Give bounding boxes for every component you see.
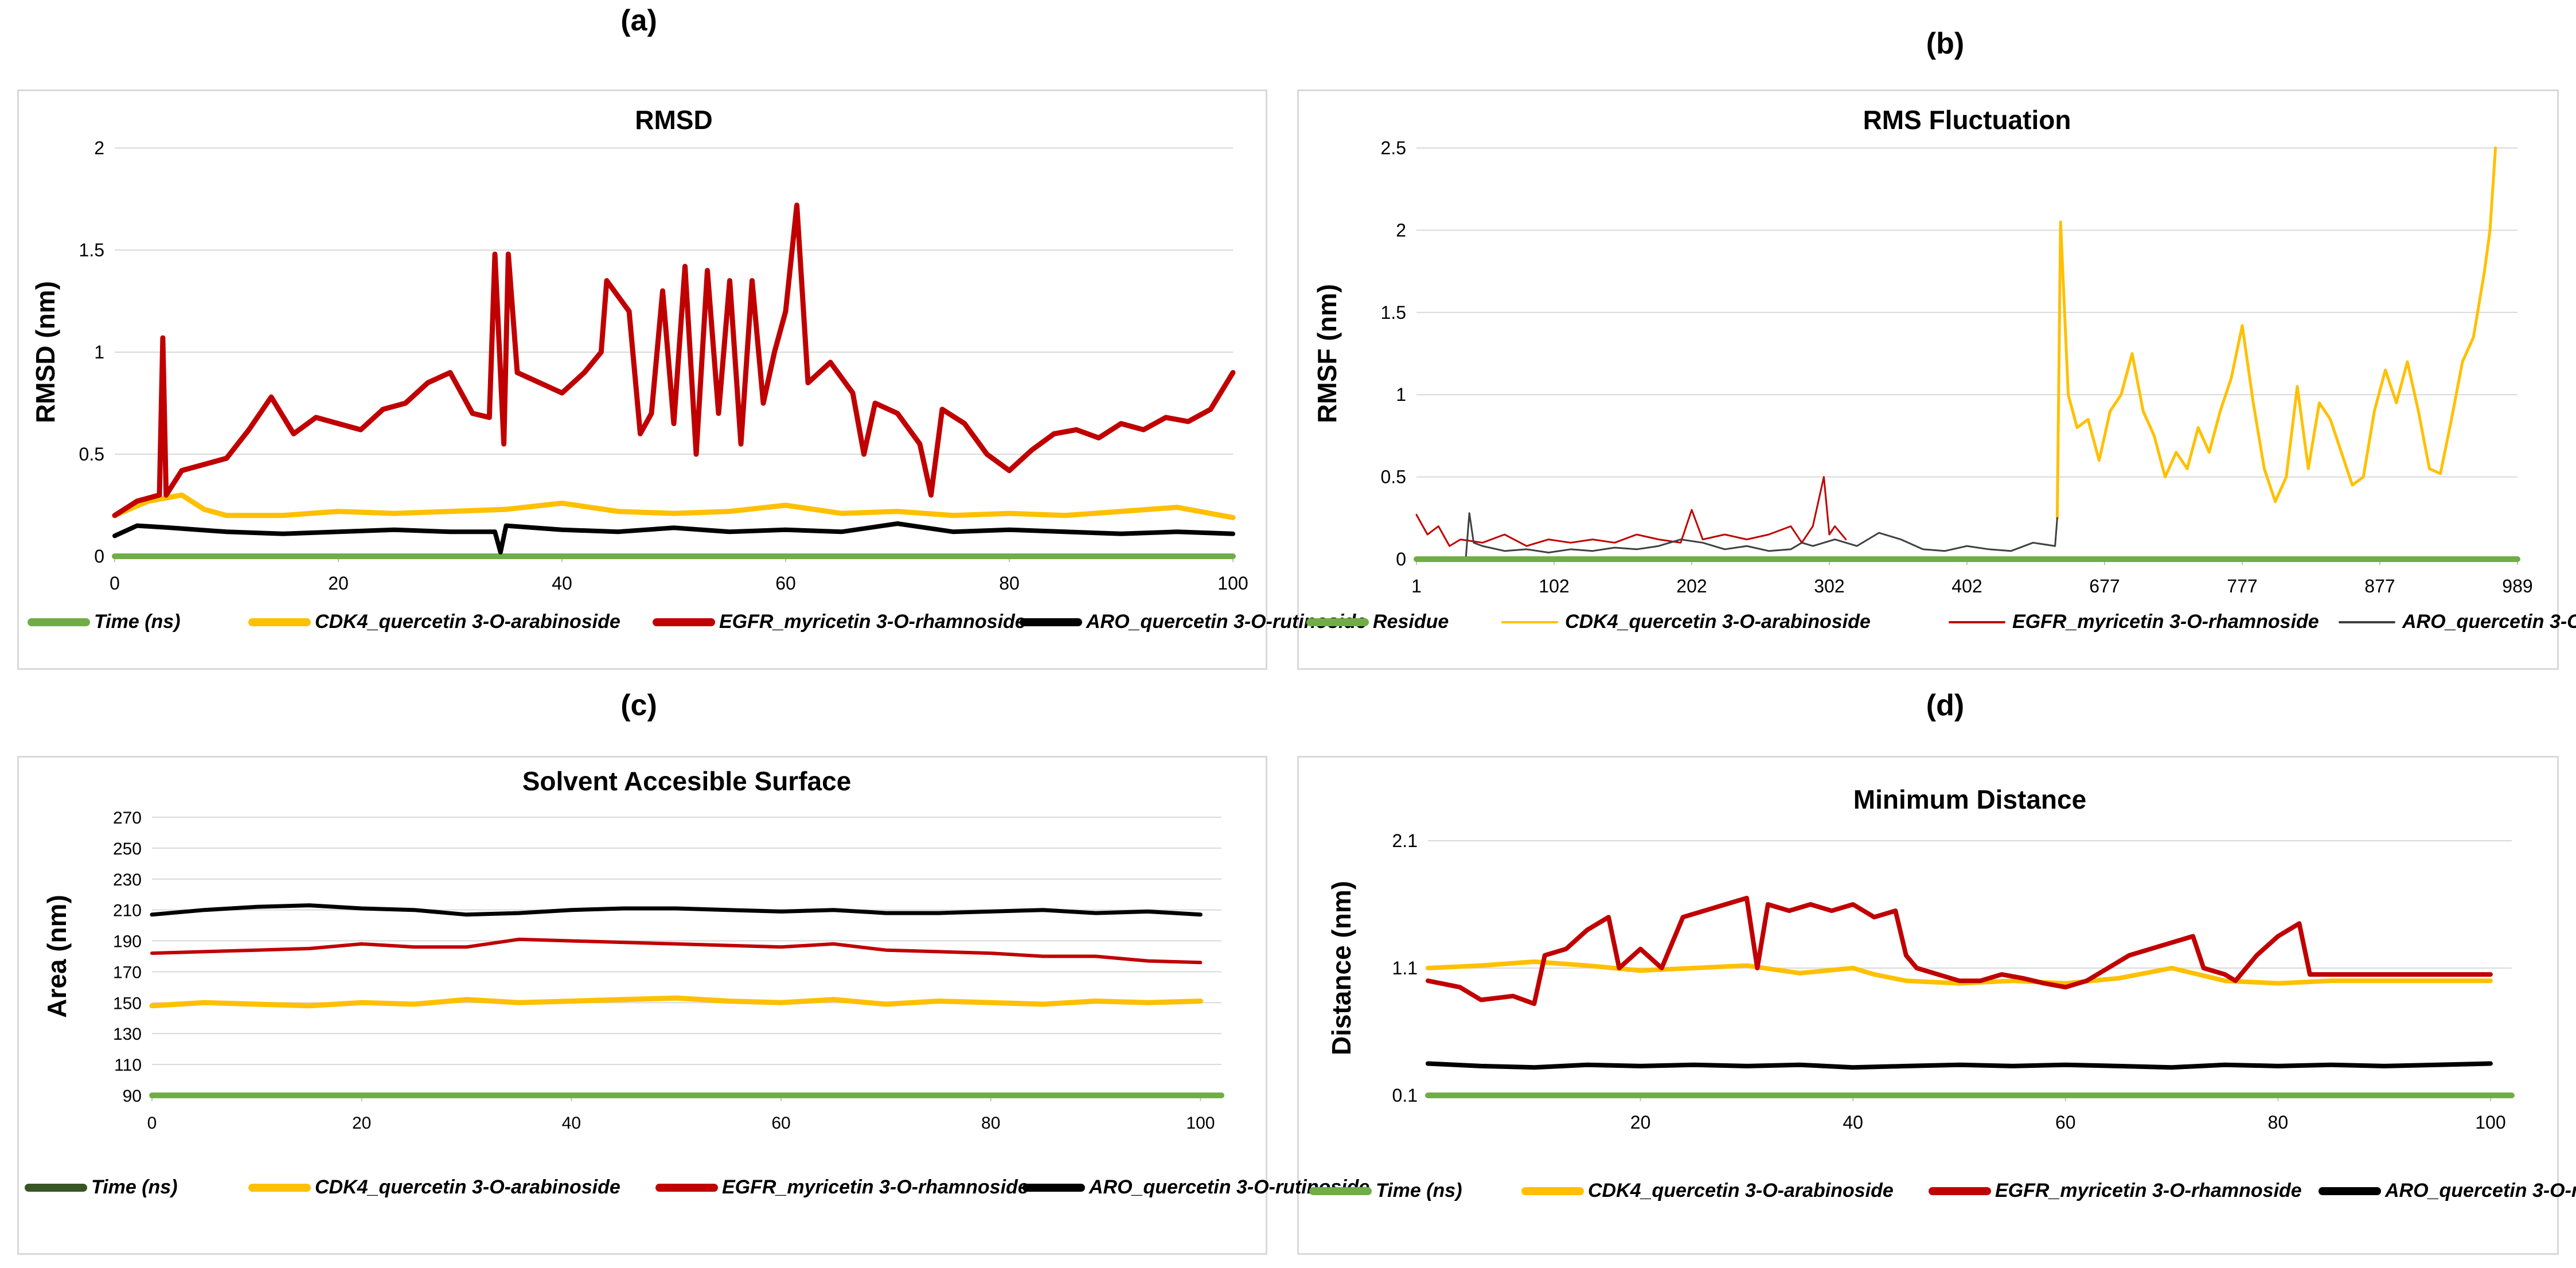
x-tick-label: 60 xyxy=(771,1114,790,1133)
chart-a: RMSD 0 0.5 1 1.5 2 RMSD (nm) 0 20 40 60 80 100 Time (… xyxy=(28,105,1367,633)
panel-label-b: (b) xyxy=(1926,27,1965,60)
series-line-cdk4 xyxy=(149,995,1203,1009)
x-tick-label: 80 xyxy=(999,573,1020,594)
legend-label: Residue xyxy=(1373,611,1449,633)
x-tick-label: 80 xyxy=(2268,1112,2289,1133)
x-tick-label: 60 xyxy=(2055,1112,2076,1133)
y-tick-label: 250 xyxy=(113,840,142,859)
y-tick-label: 2 xyxy=(94,138,104,158)
series-line-aro xyxy=(1426,1061,2493,1070)
y-tick-label: 90 xyxy=(123,1087,142,1106)
x-tick-label: 777 xyxy=(2227,576,2257,596)
y-tick-label: 0 xyxy=(1396,549,1406,569)
x-tick-label: 100 xyxy=(1217,573,1248,594)
y-tick-label: 1.1 xyxy=(1392,958,1418,978)
chart-title: Minimum Distance xyxy=(1853,785,2086,814)
legend-label: EGFR_myricetin 3-O-rhamnoside xyxy=(722,1176,1029,1198)
legend-label: CDK4_quercetin 3-O-arabinoside xyxy=(1588,1180,1894,1201)
legend-label: CDK4_quercetin 3-O-arabinoside xyxy=(1565,611,1871,633)
y-axis-label: RMSD (nm) xyxy=(30,281,60,423)
x-tick-label: 40 xyxy=(1843,1112,1863,1133)
x-tick-label: 40 xyxy=(562,1114,581,1133)
x-tick-label: 302 xyxy=(1814,576,1844,596)
y-tick-label: 210 xyxy=(113,902,142,920)
x-tick-label: 60 xyxy=(775,573,796,594)
y-tick-label: 2 xyxy=(1396,220,1406,240)
x-tick-label: 402 xyxy=(1951,576,1982,596)
chart-b: RMS Fluctuation 0 0.5 1 1.5 2 2.5 RMSF (nm) 1 102… xyxy=(1306,105,2576,633)
y-axis-label: Area (nm) xyxy=(42,895,72,1018)
x-tick-label: 1 xyxy=(1411,576,1422,596)
x-tick-label: 20 xyxy=(1630,1112,1651,1133)
panel-label-c: (c) xyxy=(620,689,657,722)
legend-label: CDK4_quercetin 3-O-arabinoside xyxy=(315,611,620,633)
series-line-cdk4 xyxy=(1426,959,2493,986)
legend-label: CDK4_quercetin 3-O-arabinoside xyxy=(315,1176,620,1198)
x-tick-label: 877 xyxy=(2364,576,2395,596)
x-tick-label: 40 xyxy=(552,573,572,594)
legend-label: EGFR_myricetin 3-O-rhamnoside xyxy=(719,611,1026,633)
chart-title: RMS Fluctuation xyxy=(1863,105,2071,135)
y-tick-label: 0.5 xyxy=(79,444,104,465)
series-line-egfr xyxy=(150,937,1203,965)
y-tick-label: 270 xyxy=(113,809,142,828)
panel-label-a: (a) xyxy=(620,4,657,37)
chart-title: RMSD xyxy=(635,105,712,135)
y-tick-label: 2.5 xyxy=(1381,138,1406,158)
x-tick-label: 20 xyxy=(328,573,349,594)
series-line-cdk4 xyxy=(112,492,1236,520)
chart-title: Solvent Accesible Surface xyxy=(522,766,852,796)
legend-label: EGFR_myricetin 3-O-rhamnoside xyxy=(2012,611,2319,633)
y-tick-label: 230 xyxy=(113,871,142,889)
legend-label: ARO_quercetin 3-O-rutinoside xyxy=(2384,1180,2576,1201)
y-axis-label: RMSF (nm) xyxy=(1312,284,1342,423)
panel-label-d: (d) xyxy=(1926,689,1965,722)
y-tick-label: 1.5 xyxy=(1381,302,1406,323)
x-tick-label: 989 xyxy=(2502,576,2532,596)
y-tick-label: 150 xyxy=(113,994,142,1013)
x-tick-label: 80 xyxy=(981,1114,1000,1133)
series-line-egfr xyxy=(112,202,1236,518)
y-tick-label: 0.1 xyxy=(1392,1085,1418,1106)
y-tick-label: 2.1 xyxy=(1392,830,1418,851)
y-tick-label: 130 xyxy=(113,1025,142,1044)
x-tick-label: 20 xyxy=(352,1114,371,1133)
y-tick-label: 1 xyxy=(94,342,104,362)
panel-a-frame xyxy=(17,89,1267,670)
series-line-egfr xyxy=(1426,895,2493,1006)
series-line-cdk4 xyxy=(2055,146,2497,520)
panel-d-frame xyxy=(1297,756,2559,1255)
y-tick-label: 1 xyxy=(1396,384,1406,405)
legend-label: EGFR_myricetin 3-O-rhamnoside xyxy=(1995,1180,2302,1201)
x-tick-label: 102 xyxy=(1539,576,1569,596)
legend-label: Time (ns) xyxy=(1376,1180,1462,1201)
y-tick-label: 110 xyxy=(114,1056,142,1075)
legend-label: ARO_quercetin 3-O-rutinoside xyxy=(2402,611,2576,633)
chart-c: Solvent Accesible Surface 90 110 130 150 170 1… xyxy=(25,766,1369,1198)
x-tick-label: 100 xyxy=(1186,1114,1215,1133)
legend-label: Time (ns) xyxy=(91,1176,178,1198)
x-tick-label: 0 xyxy=(147,1114,157,1133)
legend-label: Time (ns) xyxy=(94,611,181,633)
x-tick-label: 677 xyxy=(2089,576,2120,596)
y-tick-label: 0.5 xyxy=(1381,467,1406,487)
series-line-aro xyxy=(150,903,1203,917)
x-tick-label: 202 xyxy=(1676,576,1707,596)
x-tick-label: 100 xyxy=(2475,1112,2505,1133)
series-line-egfr xyxy=(1415,476,1847,547)
y-tick-label: 0 xyxy=(94,546,104,567)
series-line-aro xyxy=(1465,512,2058,557)
y-axis-label: Distance (nm) xyxy=(1326,881,1356,1055)
y-tick-label: 1.5 xyxy=(79,240,104,260)
series-line-aro xyxy=(112,521,1235,555)
x-tick-label: 0 xyxy=(110,573,120,594)
panel-b-frame xyxy=(1297,89,2559,670)
y-tick-label: 170 xyxy=(113,963,142,982)
chart-d: Minimum Distance 0.1 1.1 2.1 Distance (nm) 20… xyxy=(1309,785,2576,1201)
y-tick-label: 190 xyxy=(113,933,142,951)
